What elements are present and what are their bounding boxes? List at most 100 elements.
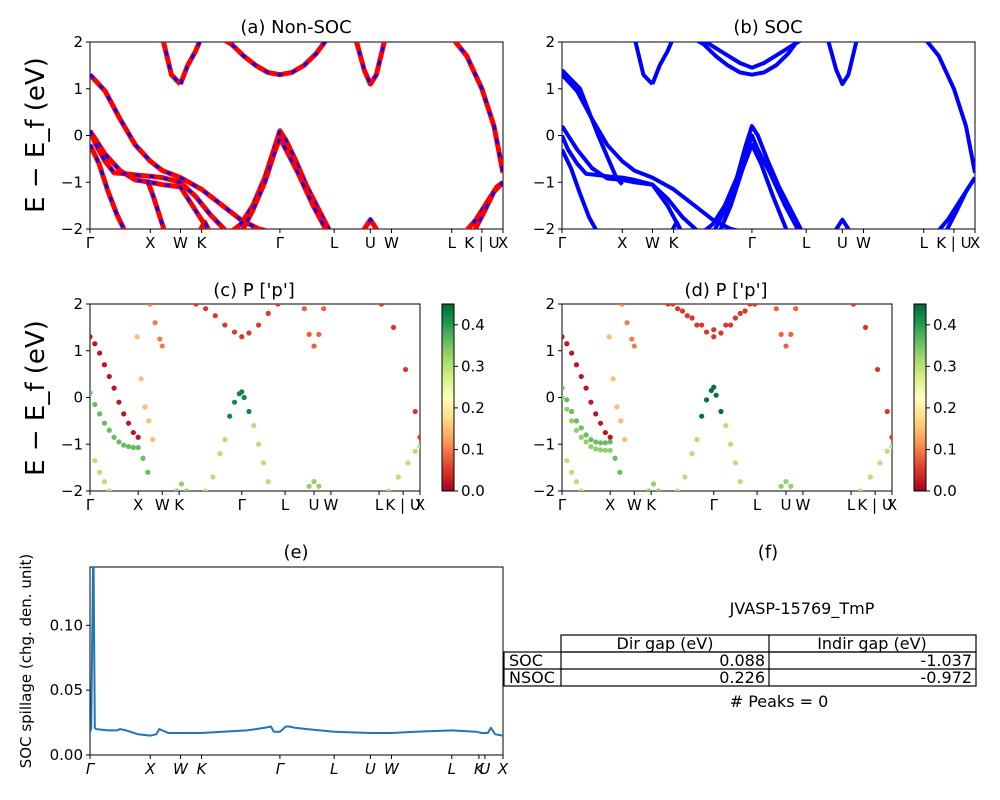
band-point [203, 306, 209, 312]
band-point [256, 441, 262, 447]
panel-e-ytick-label: 0.00 [50, 746, 83, 764]
colorbar-tick-label: 0.1 [933, 440, 957, 458]
band-point [203, 488, 209, 491]
band-point [146, 418, 152, 424]
band-point [265, 310, 271, 316]
cell-nsoc-indir: -0.972 [920, 668, 972, 687]
band-point [193, 304, 199, 307]
band-point [402, 366, 409, 373]
band-point [134, 334, 140, 340]
panel-e-xtick-label: L [448, 760, 456, 778]
band-point [90, 390, 93, 396]
band-point [395, 474, 401, 480]
band-point [564, 341, 570, 347]
panel-e-xtick-label: K [474, 760, 485, 778]
band-line-dashed [179, 42, 202, 85]
band-point [619, 304, 625, 307]
panel-b-xtick-label: X [970, 234, 980, 252]
band-point [703, 329, 710, 335]
band-point [889, 434, 892, 440]
band-line [925, 42, 975, 174]
panel-b-ytick-label: 0 [545, 127, 555, 145]
band-point [597, 420, 604, 426]
band-point [183, 488, 189, 491]
band-point [610, 376, 616, 382]
band-point [679, 308, 686, 314]
band-point [111, 434, 117, 440]
colorbar-tick-label: 0.0 [461, 482, 485, 500]
band-line-dashed [232, 127, 331, 229]
panel-c-ytick-label: 1 [73, 342, 83, 360]
band-point [121, 411, 127, 417]
panel-c-xtick-label: L [375, 496, 384, 514]
band-point [316, 331, 322, 337]
clip-c-plot-area [90, 304, 420, 491]
band-point [106, 427, 112, 433]
panel-d-ytick-label: 1 [545, 342, 555, 360]
band-line-dashed [362, 216, 379, 229]
band-point [311, 479, 317, 485]
band-point [703, 397, 710, 403]
panel-a-xtick-label: U [365, 234, 376, 252]
panel-b-xtick-label: X [617, 234, 627, 252]
panel-e-xtick-label: U [479, 760, 490, 778]
band-point [90, 334, 93, 340]
band-line [198, 219, 211, 229]
band-point [612, 455, 618, 461]
band-point [573, 362, 580, 368]
panel-b-ytick-label: 2 [545, 33, 555, 51]
band-point [412, 448, 418, 454]
band-point [728, 441, 734, 447]
band-point [607, 447, 613, 453]
panel-c-ytick-label: −2 [61, 482, 83, 500]
band-point [573, 479, 580, 485]
panel-b-xtick-label: Γ [748, 234, 757, 252]
band-point [97, 469, 103, 475]
band-point [564, 458, 570, 464]
cell-soc-indir: -1.037 [920, 651, 972, 670]
panel-b-xtick-label: L [920, 234, 929, 252]
panel-d-title: (d) P ['p'] [684, 280, 767, 301]
colorbar-gradient [441, 303, 455, 492]
panel-e-ylabel: SOC spillage (chg. den. unit) [17, 554, 35, 769]
panel-a-xtick-label: W [384, 234, 399, 252]
panel-c-xtick-label: L [281, 496, 290, 514]
panel-c-xtick-label: W [155, 496, 170, 514]
band-point [723, 422, 729, 429]
panel-c-xtick-label: U [309, 496, 320, 514]
band-line [90, 143, 127, 229]
band-point [178, 481, 185, 487]
panel-b-ytick-label: −2 [533, 220, 555, 238]
band-point [675, 306, 681, 312]
band-point [607, 434, 613, 440]
band-point [877, 460, 883, 466]
band-point [711, 384, 717, 390]
band-point [783, 479, 789, 485]
spillage-line [90, 567, 503, 737]
band-point [655, 488, 661, 491]
panel-a-xtick-label: K | U [464, 234, 499, 252]
band-line [703, 124, 804, 229]
panel-d-xtick-label: U [781, 496, 792, 514]
band-point [624, 320, 630, 326]
band-line [718, 142, 789, 229]
band-point [850, 304, 857, 307]
band-line [562, 148, 598, 229]
band-point [747, 304, 753, 307]
band-point [737, 479, 743, 485]
band-line [833, 217, 851, 229]
panel-e-ytick-label: 0.05 [50, 681, 83, 699]
band-point [138, 376, 144, 382]
band-point [92, 458, 98, 464]
band-point [867, 474, 873, 480]
band-line [712, 133, 800, 229]
band-point [275, 304, 281, 307]
band-point [130, 429, 136, 436]
panel-d-xtick-label: Γ [558, 496, 567, 514]
panel-c-ytick-label: 0 [73, 389, 83, 407]
band-point [378, 304, 385, 307]
panel-b-title: (b) SOC [733, 17, 802, 38]
panel-b-xtick-label: Γ [558, 234, 567, 252]
